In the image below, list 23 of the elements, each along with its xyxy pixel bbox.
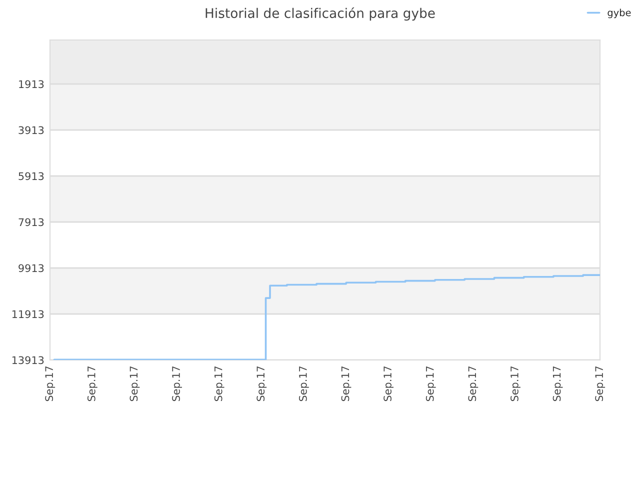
y-tick-label: 5913 — [18, 172, 44, 180]
x-tick-label: Sep.17 — [384, 366, 394, 402]
x-tick-label: Sep.17 — [341, 366, 352, 402]
x-tick-label: Sep.17 — [298, 366, 309, 402]
x-tick-label: Sep.17 — [552, 366, 563, 402]
y-tick-label: 3913 — [18, 126, 44, 134]
x-tick-label: Sep.17 — [426, 366, 436, 402]
x-tick-label: Sep.17 — [130, 366, 140, 402]
x-tick-label: Sep.17 — [172, 366, 182, 402]
x-tick-label: Sep.17 — [510, 366, 520, 402]
x-tick-label: Sep.17 — [214, 366, 224, 402]
x-tick-label: Sep.17 — [87, 366, 98, 402]
legend-label: gybe — [608, 8, 631, 18]
x-tick-label: Sep.17 — [595, 366, 606, 402]
x-tick-label: Sep.17 — [256, 366, 267, 402]
x-tick-label: Sep.17 — [45, 366, 56, 402]
x-tick-label: Sep.17 — [468, 366, 478, 402]
chart-title: Historial de clasificación para gybe — [206, 7, 435, 21]
y-tick-label: 13913 — [12, 356, 44, 364]
y-tick-label: 9913 — [18, 264, 44, 272]
y-tick-label: 7913 — [18, 218, 44, 226]
y-tick-label: 11913 — [12, 310, 44, 318]
y-tick-label: 1913 — [19, 80, 44, 88]
